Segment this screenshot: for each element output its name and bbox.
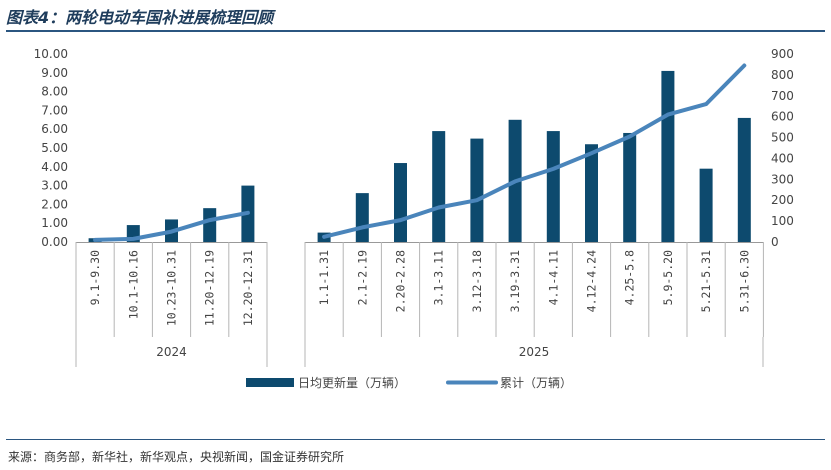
x-tick-label: 10.1-10.16	[126, 250, 140, 319]
y-left-tick-label: 7.00	[41, 103, 68, 117]
y-left-tick-label: 5.00	[41, 141, 68, 155]
x-tick-label: 4.1-4.11	[546, 250, 560, 305]
x-tick-label: 2.20-2.28	[394, 250, 408, 312]
legend: 日均更新量（万辆） 累计（万辆）	[246, 375, 572, 390]
y-left-tick-label: 1.00	[41, 216, 68, 230]
x-tick-label: 4.12-4.24	[585, 250, 599, 312]
bar-daily-update	[623, 132, 637, 242]
title-rule	[6, 30, 825, 32]
x-group-label: 2025	[519, 345, 550, 359]
x-tick-label: 4.25-5.8	[623, 250, 637, 305]
y-left-tick-label: 4.00	[41, 160, 68, 174]
chart-title: 图表4：两轮电动车国补进展梳理回顾	[6, 8, 274, 27]
y-left-tick-label: 8.00	[41, 85, 68, 99]
x-tick-label: 11.20-12.19	[203, 250, 217, 326]
y-right-tick-label: 800	[771, 68, 794, 82]
bar-daily-update	[355, 193, 369, 242]
x-tick-label: 5.21-5.31	[699, 250, 713, 312]
bar-daily-update	[737, 117, 751, 242]
x-tick-label: 1.1-1.31	[317, 250, 331, 305]
axes: 0.00 1.00 2.00 3.00 4.00 5.00 6.00 7.00 8.00 9.00…	[34, 47, 794, 367]
line-cumulative-2024	[93, 210, 250, 242]
bars	[88, 70, 751, 242]
y-left-tick-label: 9.00	[41, 66, 68, 80]
x-tick-label: 12.20-12.31	[241, 250, 255, 326]
legend-line-label: 累计（万辆）	[500, 376, 572, 390]
bar-daily-update	[432, 131, 446, 242]
x-tick-label: 5.31-6.30	[737, 250, 751, 312]
bar-daily-update	[699, 168, 713, 242]
x-group-label: 2024	[156, 345, 187, 359]
x-tick-label: 5.9-5.20	[661, 250, 675, 305]
bar-daily-update	[394, 163, 407, 242]
y-left-tick-label: 0.00	[41, 235, 68, 249]
y-right-tick-label: 200	[771, 193, 794, 207]
bar-daily-update	[470, 138, 484, 242]
source-note: 来源：商务部，新华社，新华观点，央视新闻，国金证券研究所	[8, 450, 345, 464]
y-right-tick-label: 300	[771, 172, 794, 186]
bar-daily-update	[546, 131, 560, 242]
x-tick-label: 9.1-9.30	[88, 250, 102, 305]
y-left-tick-label: 3.00	[41, 179, 68, 193]
cumulative-line	[93, 63, 747, 242]
y-left-tick-label: 2.00	[41, 197, 68, 211]
legend-bar-label: 日均更新量（万辆）	[298, 375, 406, 390]
bar-daily-update	[661, 70, 675, 242]
x-tick-label: 2.1-2.19	[355, 250, 369, 305]
x-tick-label: 3.1-3.11	[432, 250, 446, 305]
footer-rule	[6, 439, 825, 440]
y-right-tick-label: 400	[771, 151, 794, 165]
x-tick-labels: 9.1-9.30 10.1-10.16 10.23-10.31 11.20-12.19…	[88, 250, 751, 326]
bar-daily-update	[203, 208, 217, 242]
x-tick-label: 3.19-3.31	[508, 250, 522, 312]
y-right-tick-label: 500	[771, 131, 794, 145]
y-right-tick-label: 0	[771, 235, 779, 249]
x-tick-label: 10.23-10.31	[165, 250, 179, 326]
legend-bar-swatch	[246, 378, 294, 387]
line-cumulative-2025	[322, 63, 747, 239]
y-left-tick-label: 6.00	[41, 122, 68, 136]
y-right-tick-label: 100	[771, 214, 794, 228]
bar-daily-update	[585, 144, 598, 242]
y-left-tick-label: 10.00	[34, 47, 68, 61]
y-right-tick-label: 700	[771, 89, 794, 103]
y-right-tick-label: 900	[771, 47, 794, 61]
x-tick-label: 3.12-3.18	[470, 250, 484, 312]
y-right-tick-label: 600	[771, 110, 794, 124]
